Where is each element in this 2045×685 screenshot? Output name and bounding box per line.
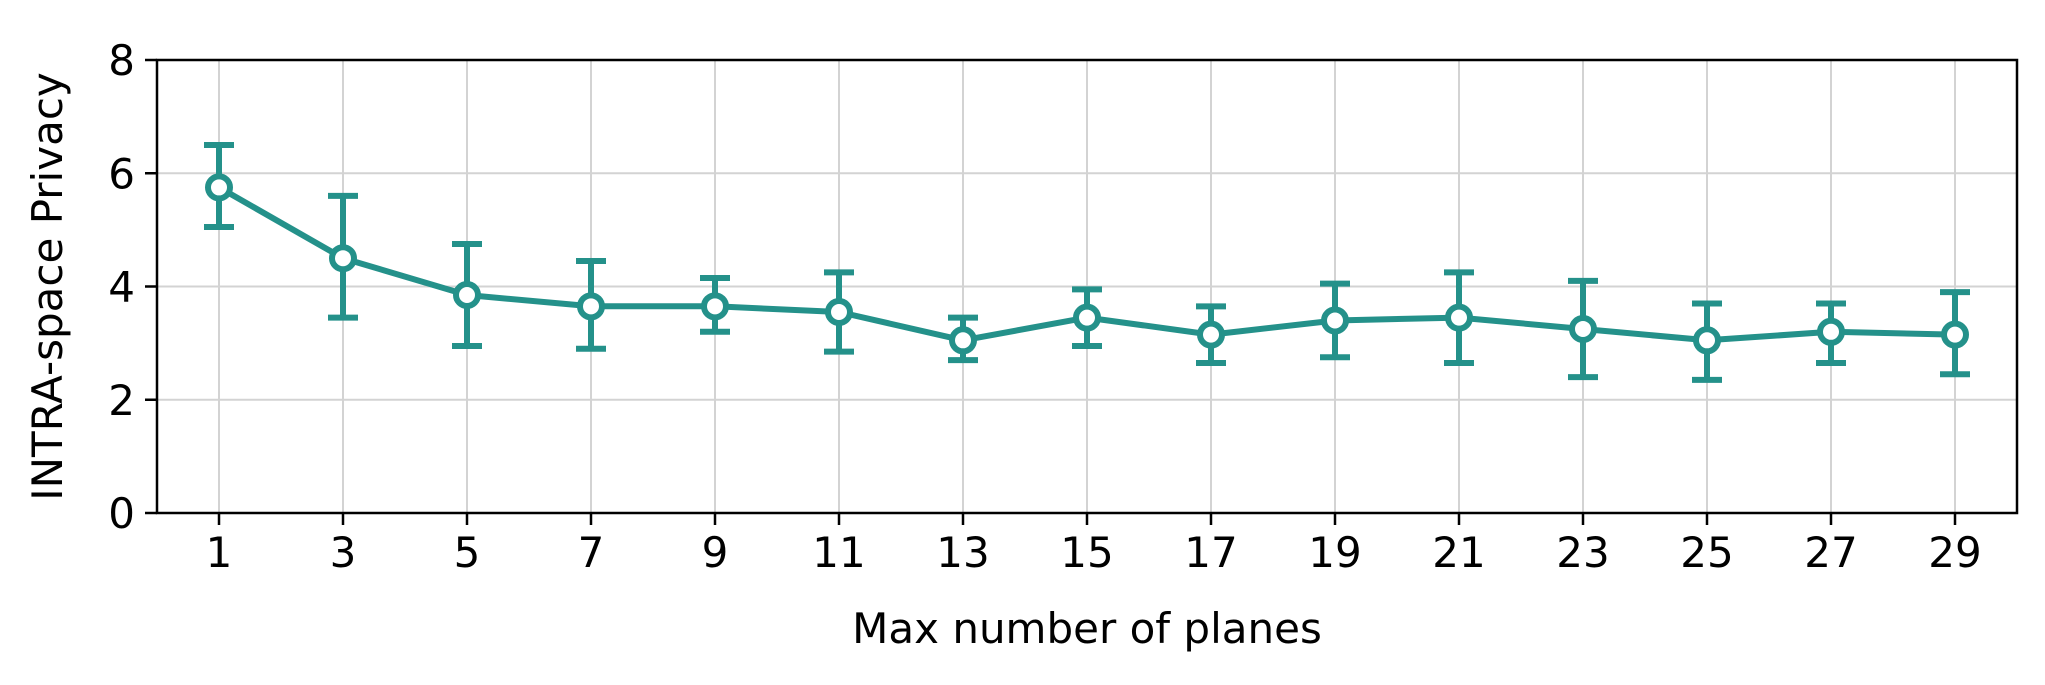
data-point: [1197, 320, 1225, 349]
series: [204, 141, 1970, 383]
x-tick-label: 13: [936, 528, 989, 577]
x-tick-label: 3: [330, 528, 357, 577]
data-point: [1941, 320, 1969, 349]
data-point: [577, 292, 605, 321]
data-point: [1569, 314, 1597, 343]
data-point: [825, 297, 853, 326]
x-axis-label: Max number of planes: [852, 604, 1322, 653]
y-tick-label: 6: [108, 149, 135, 198]
x-tick-label: 29: [1928, 528, 1981, 577]
data-point: [1817, 317, 1845, 346]
x-tick-label: 5: [454, 528, 481, 577]
x-tick-label: 9: [702, 528, 729, 577]
data-point: [329, 244, 357, 273]
y-tick-label: 4: [108, 263, 135, 312]
x-tick-label: 15: [1060, 528, 1113, 577]
x-tick-label: 17: [1184, 528, 1237, 577]
x-tick-label: 19: [1308, 528, 1361, 577]
y-axis-label: INTRA-space Privacy: [23, 72, 72, 501]
x-tick-label: 27: [1804, 528, 1857, 577]
data-point: [1073, 303, 1101, 332]
x-tick-label: 25: [1680, 528, 1733, 577]
x-tick-label: 21: [1432, 528, 1485, 577]
data-point: [205, 173, 233, 202]
y-tick-label: 8: [108, 36, 135, 85]
y-tick-label: 0: [108, 489, 135, 538]
data-point: [1445, 303, 1473, 332]
data-point: [1693, 326, 1721, 355]
x-tick-label: 11: [812, 528, 865, 577]
y-tick-label: 2: [108, 376, 135, 425]
x-tick-label: 23: [1556, 528, 1609, 577]
x-tick-label: 1: [206, 528, 233, 577]
data-point: [1321, 306, 1349, 335]
data-point: [949, 326, 977, 355]
x-tick-label: 7: [578, 528, 605, 577]
data-point: [701, 292, 729, 321]
data-point: [453, 280, 481, 309]
